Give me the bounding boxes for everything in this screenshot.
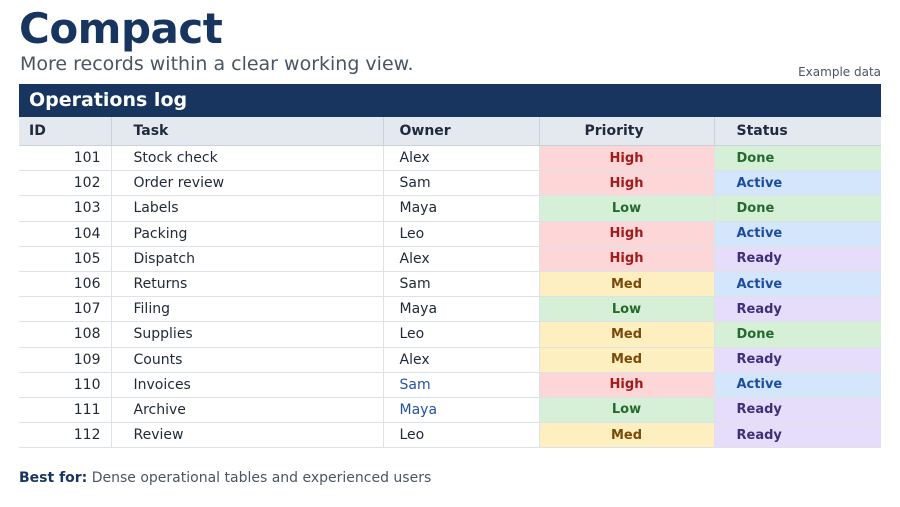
table-row[interactable]: 109 Counts Alex Med Ready xyxy=(19,347,881,373)
data-table: ID Task Owner Priority Status 101 Stock c… xyxy=(19,117,881,449)
cell-task: Stock check xyxy=(111,145,384,172)
column-header-owner[interactable]: Owner xyxy=(383,117,540,146)
priority-badge: Med xyxy=(539,422,715,449)
status-badge: Active xyxy=(714,271,881,298)
footer-text: Dense operational tables and experienced… xyxy=(91,470,432,486)
cell-task: Packing xyxy=(111,221,384,247)
cell-id: 106 xyxy=(19,271,112,298)
cell-task: Order review xyxy=(111,170,384,197)
cell-owner: Sam xyxy=(383,271,540,298)
table-row[interactable]: 105 Dispatch Alex High Ready xyxy=(19,246,881,272)
cell-task: Returns xyxy=(111,271,384,298)
cell-task: Archive xyxy=(111,397,384,424)
cell-owner: Sam xyxy=(383,170,540,197)
status-badge: Active xyxy=(714,372,881,398)
cell-owner: Leo xyxy=(383,422,540,449)
status-badge: Ready xyxy=(714,397,881,424)
cell-task: Labels xyxy=(111,195,384,222)
cell-task: Filing xyxy=(111,296,384,323)
page-subtitle: More records within a clear working view… xyxy=(20,53,414,75)
table-row[interactable]: 103 Labels Maya Low Done xyxy=(19,195,881,222)
table-row[interactable]: 102 Order review Sam High Active xyxy=(19,170,881,197)
status-badge: Ready xyxy=(714,246,881,272)
cell-owner: Alex xyxy=(383,145,540,172)
status-badge: Done xyxy=(714,321,881,348)
table-row[interactable]: 110 Invoices Sam High Active xyxy=(19,372,881,398)
priority-badge: High xyxy=(539,372,715,398)
status-badge: Active xyxy=(714,221,881,247)
cell-task: Dispatch xyxy=(111,246,384,272)
cell-id: 112 xyxy=(19,422,112,449)
priority-badge: High xyxy=(539,145,715,172)
table-header-row: ID Task Owner Priority Status xyxy=(19,117,881,146)
table-row[interactable]: 112 Review Leo Med Ready xyxy=(19,422,881,449)
status-badge: Active xyxy=(714,170,881,197)
table-title: Operations log xyxy=(19,84,881,117)
priority-badge: High xyxy=(539,246,715,272)
operations-log-table: Operations log ID Task Owner Priority St… xyxy=(19,84,881,449)
priority-badge: High xyxy=(539,221,715,247)
table-row[interactable]: 104 Packing Leo High Active xyxy=(19,221,881,247)
table-row[interactable]: 111 Archive Maya Low Ready xyxy=(19,397,881,424)
priority-badge: Med xyxy=(539,321,715,348)
cell-id: 109 xyxy=(19,347,112,373)
cell-owner: Maya xyxy=(383,195,540,222)
status-badge: Ready xyxy=(714,347,881,373)
status-badge: Ready xyxy=(714,422,881,449)
cell-owner: Alex xyxy=(383,347,540,373)
table-row[interactable]: 106 Returns Sam Med Active xyxy=(19,271,881,298)
cell-id: 104 xyxy=(19,221,112,247)
column-header-task[interactable]: Task xyxy=(111,117,384,146)
status-badge: Done xyxy=(714,195,881,222)
table-row[interactable]: 107 Filing Maya Low Ready xyxy=(19,296,881,323)
cell-task: Review xyxy=(111,422,384,449)
priority-badge: Low xyxy=(539,195,715,222)
priority-badge: Med xyxy=(539,271,715,298)
cell-owner: Maya xyxy=(383,397,540,424)
priority-badge: Med xyxy=(539,347,715,373)
cell-id: 111 xyxy=(19,397,112,424)
cell-id: 102 xyxy=(19,170,112,197)
footer-label: Best for: xyxy=(19,470,88,486)
cell-id: 101 xyxy=(19,145,112,172)
cell-task: Invoices xyxy=(111,372,384,398)
footer-note: Best for: Dense operational tables and e… xyxy=(19,470,431,486)
priority-badge: High xyxy=(539,170,715,197)
column-header-priority[interactable]: Priority xyxy=(539,117,715,146)
cell-task: Supplies xyxy=(111,321,384,348)
table-body: 101 Stock check Alex High Done 102 Order revie… xyxy=(19,145,881,449)
status-badge: Ready xyxy=(714,296,881,323)
cell-task: Counts xyxy=(111,347,384,373)
cell-owner: Leo xyxy=(383,321,540,348)
cell-id: 105 xyxy=(19,246,112,272)
cell-id: 108 xyxy=(19,321,112,348)
cell-owner: Alex xyxy=(383,246,540,272)
table-row[interactable]: 101 Stock check Alex High Done xyxy=(19,145,881,172)
priority-badge: Low xyxy=(539,296,715,323)
page-title: Compact xyxy=(19,4,223,53)
priority-badge: Low xyxy=(539,397,715,424)
status-badge: Done xyxy=(714,145,881,172)
table-row[interactable]: 108 Supplies Leo Med Done xyxy=(19,321,881,348)
cell-id: 110 xyxy=(19,372,112,398)
cell-owner: Sam xyxy=(383,372,540,398)
column-header-status[interactable]: Status xyxy=(714,117,881,146)
cell-owner: Leo xyxy=(383,221,540,247)
column-header-id[interactable]: ID xyxy=(19,117,112,146)
cell-id: 107 xyxy=(19,296,112,323)
example-data-label: Example data xyxy=(798,65,881,79)
cell-id: 103 xyxy=(19,195,112,222)
cell-owner: Maya xyxy=(383,296,540,323)
